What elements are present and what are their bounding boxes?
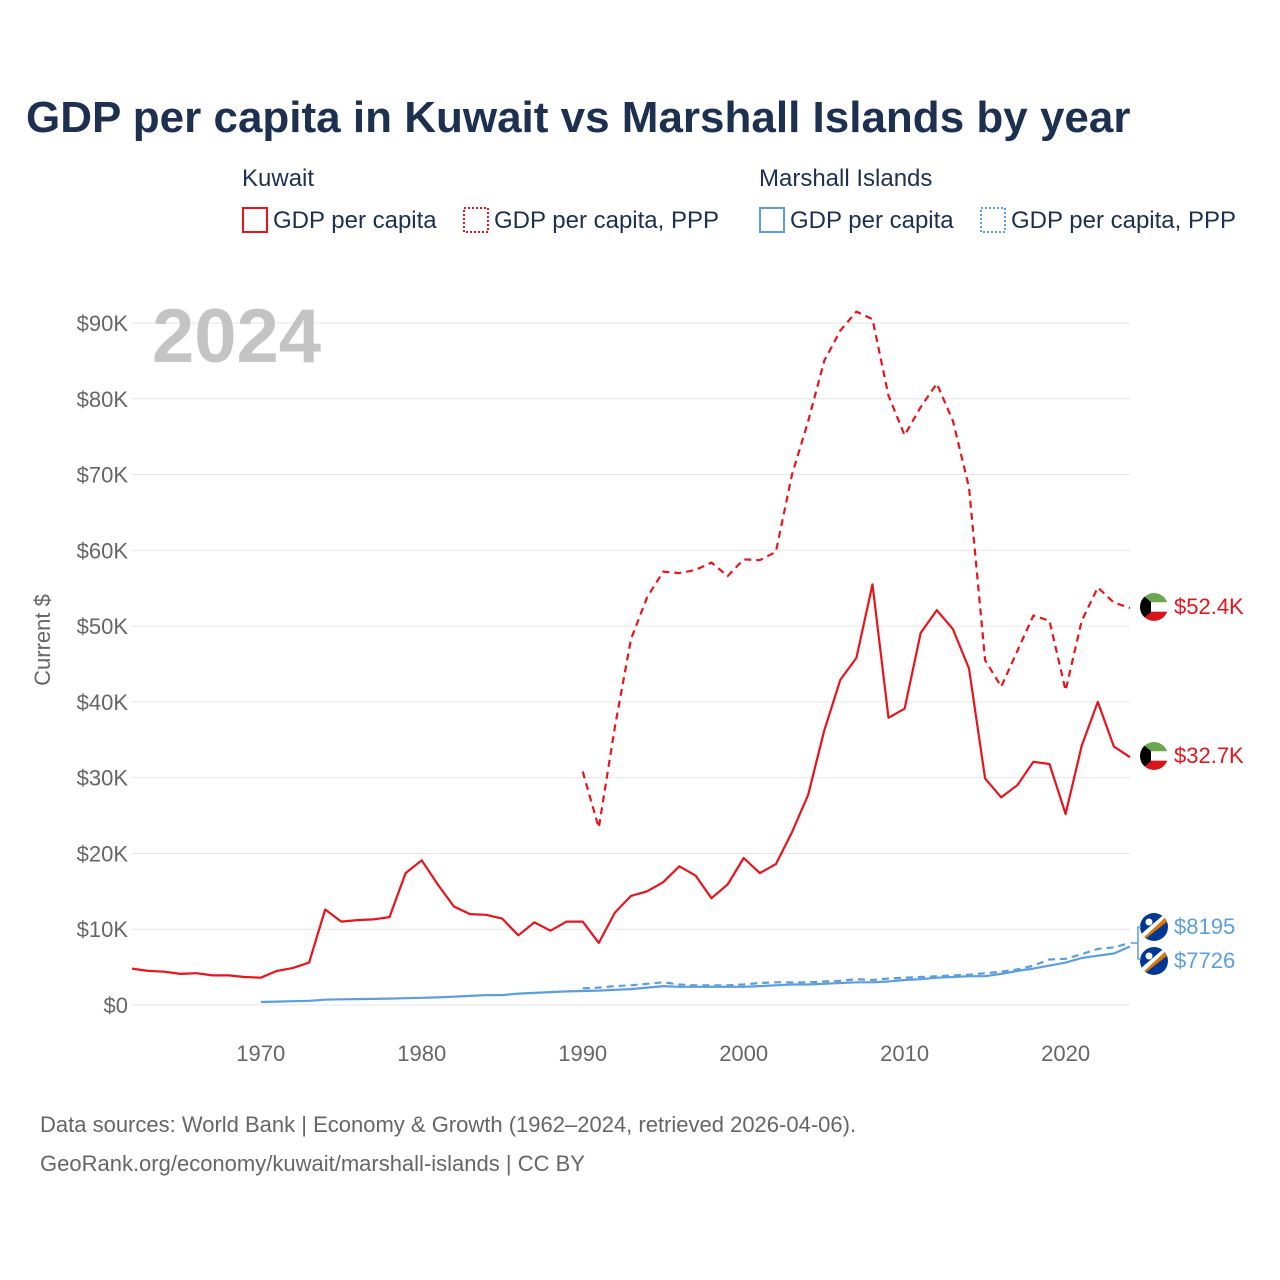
legend-swatch-kuwait-ppp [463, 207, 489, 233]
series-line-2 [260, 945, 1131, 1004]
y-tick-label: $80K [77, 387, 129, 412]
y-tick-label: $50K [77, 614, 129, 639]
y-tick-label: $20K [77, 841, 129, 866]
kuwait-flag-icon [1140, 593, 1168, 621]
legend-swatch-marshall-ppp [980, 207, 1006, 233]
legend-label-kuwait-gdp: GDP per capita [273, 207, 437, 234]
legend-swatch-kuwait-gdp [242, 207, 268, 233]
source-line-1: Data sources: World Bank | Economy & Gro… [40, 1112, 856, 1137]
source-line-2: GeoRank.org/economy/kuwait/marshall-isla… [40, 1151, 585, 1176]
y-tick-label: $40K [77, 690, 129, 715]
y-tick-label: $10K [77, 917, 129, 942]
y-tick-label: $90K [77, 311, 129, 336]
y-tick-label: $60K [77, 538, 129, 563]
y-tick-label: $30K [77, 766, 129, 791]
legend: Kuwait GDP per capita GDP per capita, PP… [242, 165, 1236, 234]
y-axis-ticks: $0 $10K $20K $30K $40K $50K $60K $70K $80K $90K [77, 311, 129, 1018]
legend-swatch-marshall-gdp [759, 207, 785, 233]
x-tick-label: 2010 [880, 1041, 929, 1066]
x-tick-label: 1980 [397, 1041, 446, 1066]
legend-label-kuwait-ppp: GDP per capita, PPP [494, 207, 719, 234]
chart-title: GDP per capita in Kuwait vs Marshall Isl… [26, 93, 1131, 142]
end-label-kuwait-ppp: $52.4K [1174, 594, 1244, 619]
x-tick-label: 1990 [558, 1041, 607, 1066]
x-tick-label: 2000 [719, 1041, 768, 1066]
legend-label-marshall-gdp: GDP per capita [790, 207, 954, 234]
series-line-0 [131, 583, 1131, 979]
year-display: 2024 [152, 294, 321, 379]
series-line-1 [581, 310, 1131, 829]
x-axis-ticks: 1970 1980 1990 2000 2010 2020 [236, 1041, 1090, 1066]
series-layer [131, 310, 1131, 1004]
x-tick-label: 1970 [236, 1041, 285, 1066]
end-label-marshall-gdp: $7726 [1174, 948, 1235, 973]
y-tick-label: $0 [104, 993, 128, 1018]
grid [132, 322, 1130, 1006]
marshall-islands-flag-icon [1140, 947, 1168, 975]
legend-group-kuwait: Kuwait [242, 165, 314, 192]
y-axis-label: Current $ [30, 594, 55, 686]
kuwait-flag-icon [1140, 742, 1168, 770]
legend-label-marshall-ppp: GDP per capita, PPP [1011, 207, 1236, 234]
series-line-3 [582, 941, 1131, 990]
end-label-kuwait-gdp: $32.7K [1174, 743, 1244, 768]
marshall-islands-flag-icon [1140, 913, 1168, 941]
end-label-marshall-ppp: $8195 [1174, 914, 1235, 939]
x-tick-label: 2020 [1041, 1041, 1090, 1066]
y-tick-label: $70K [77, 463, 129, 488]
legend-group-marshall: Marshall Islands [759, 165, 932, 192]
label-connector [1131, 926, 1141, 960]
